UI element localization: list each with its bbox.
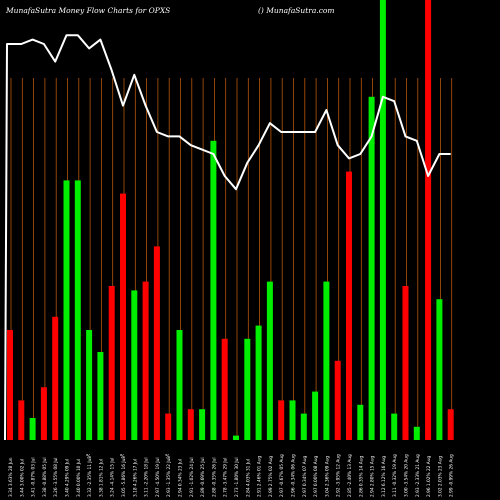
x-tick-label: 2.93 -2.33% 21 Aug <box>415 454 421 497</box>
x-tick-label: 3.05 -5.86% 16 Jul <box>121 457 127 497</box>
bar <box>97 352 104 440</box>
x-tick-label: 2.96 -0.34% 06 Aug <box>291 454 297 497</box>
x-tick-label: 3.44 3.00% 02 Jul <box>19 459 25 497</box>
bar-labels: %%% <box>86 454 170 460</box>
x-tick-label: 3.38 -0.88% 05 Jul <box>42 457 48 497</box>
bar <box>7 330 13 440</box>
x-tick-label: 3.40 0.00% 10 Jul <box>76 459 82 497</box>
x-tick-label: 2.96 1.02% 22 Aug <box>426 456 432 497</box>
bar <box>165 413 172 440</box>
x-tick-label: 3.12 6.12% 16 Aug <box>381 456 387 497</box>
x-tick-label: 3.41 -0.87% 03 Jul <box>31 457 37 497</box>
bar <box>52 316 59 440</box>
bar <box>334 360 341 440</box>
bar <box>255 325 262 440</box>
bar <box>221 338 228 440</box>
x-tick-label: 3.34 3.63% 28 Jun <box>8 457 14 497</box>
bar <box>131 290 138 440</box>
x-tick-label: 2.88 -0.35% 26 Jul <box>211 457 217 497</box>
x-tick-label: 3.26 -3.55% 08 Jul <box>53 457 59 497</box>
bar <box>425 0 432 440</box>
x-tick-label: 2.73 -1.80% 30 Jul <box>234 457 240 497</box>
bar <box>120 193 126 440</box>
bar <box>289 400 296 440</box>
x-tick-label: 3.11 -0.32% 19 Aug <box>392 454 398 497</box>
bar <box>379 0 386 440</box>
bar <box>312 391 319 440</box>
x-tick-label: 3.04 2.36% 09 Aug <box>324 456 330 497</box>
x-tick-label: 3.18 4.26% 17 Jul <box>132 459 138 497</box>
x-tick-label: 3.02 2.03% 23 Aug <box>437 456 443 497</box>
x-tick-label: 2.94 0.34% 23 Jul <box>178 459 184 497</box>
x-tick-label: 2.94 2.80% 15 Aug <box>370 456 376 497</box>
bar-label: % <box>165 454 170 460</box>
x-tick-label: 3.11 -2.20% 18 Jul <box>144 457 150 497</box>
bar <box>18 400 25 440</box>
x-tick-label: 2.97 0.34% 07 Aug <box>302 456 308 497</box>
bar <box>176 330 183 440</box>
bar <box>153 246 160 440</box>
bar <box>233 435 239 440</box>
bar <box>413 426 420 440</box>
bar-label: % <box>86 454 91 460</box>
x-tick-label: 3.40 4.29% 09 Jul <box>65 459 71 497</box>
x-tick-label: 2.91 2.46% 01 Aug <box>257 456 263 497</box>
bar <box>63 180 70 440</box>
x-tick-labels: 3.34 3.63% 28 Jun 3.44 3.00% 02 Jul 3.41 -… <box>8 454 455 497</box>
x-tick-label: 3.24 -4.14% 15 Jul <box>110 457 116 497</box>
bar <box>86 330 93 440</box>
bar <box>266 281 273 440</box>
x-tick-label: 2.92 -3.95% 12 Aug <box>336 454 342 497</box>
x-tick-label: 2.78 -3.47% 29 Jul <box>223 457 229 497</box>
bar-series <box>7 0 454 441</box>
x-tick-label: 3.00 -3.54% 20 Aug <box>404 454 410 497</box>
x-tick-label: 3.38 1.81% 12 Jul <box>98 459 104 497</box>
x-tick-label: 2.85 -2.40% 13 Aug <box>347 454 353 497</box>
x-tick-label: 2.99 2.75% 02 Aug <box>268 456 274 497</box>
line-series <box>4 34 451 441</box>
bar <box>447 409 454 440</box>
bar <box>278 400 285 440</box>
site-credit: () MunafaSutra.com <box>258 6 335 15</box>
bar <box>74 180 81 440</box>
x-tick-label: 2.93 -1.35% 22 Jul <box>166 457 172 497</box>
x-tick-label: 2.97 0.00% 08 Aug <box>313 456 319 497</box>
x-tick-label: 2.97 -0.67% 05 Aug <box>279 454 285 497</box>
bar <box>402 286 409 440</box>
x-tick-label: 3.32 -2.35% 11 Jul <box>87 457 93 497</box>
x-tick-label: 2.91 -1.02% 24 Jul <box>189 457 195 497</box>
bar <box>368 96 375 441</box>
bar <box>300 413 307 440</box>
bar <box>357 404 364 440</box>
x-tick-label: 2.99 -0.99% 26 Aug <box>449 454 455 497</box>
bar <box>436 299 443 440</box>
x-tick-label: 2.97 -4.50% 19 Jul <box>155 457 161 497</box>
money-flow-line <box>4 34 451 441</box>
bar <box>323 281 330 440</box>
x-tick-label: 2.89 -0.69% 25 Jul <box>200 457 206 497</box>
bar <box>40 387 47 440</box>
bar <box>108 286 115 440</box>
bar <box>29 418 36 440</box>
bar <box>199 409 206 440</box>
x-tick-label: 2.84 4.03% 31 Jul <box>245 459 251 497</box>
bar-label: % <box>120 454 125 460</box>
bar <box>391 413 398 440</box>
bar <box>142 281 149 440</box>
bar <box>210 140 217 441</box>
bar <box>244 338 251 440</box>
bar <box>346 171 352 440</box>
x-tick-label: 2.86 0.35% 14 Aug <box>358 456 364 497</box>
chart-title: MunafaSutra Money Flow Charts for OPXS <box>6 6 171 15</box>
bar <box>187 409 194 440</box>
